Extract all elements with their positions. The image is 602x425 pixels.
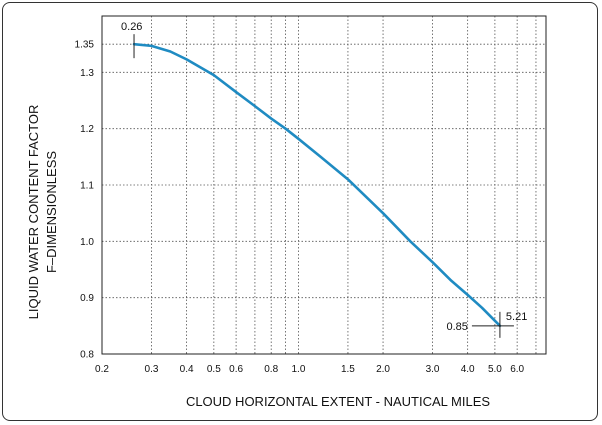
x-tick-label: 3.0	[426, 364, 440, 375]
y-tick-label: 1.35	[75, 40, 95, 51]
x-tick-label: 5.0	[488, 364, 502, 375]
x-tick-label: 0.8	[264, 364, 278, 375]
data-point	[235, 91, 237, 93]
data-point	[270, 117, 272, 120]
y-tick-label: 0.9	[80, 293, 94, 304]
x-tick-label: 4.0	[461, 364, 475, 375]
chart-frame	[2, 2, 598, 421]
y-axis-title-line2: F–DIMENSIONLESS	[44, 151, 59, 273]
data-point	[347, 178, 349, 180]
data-point	[481, 307, 483, 309]
x-tick-label: 6.0	[510, 364, 524, 375]
y-tick-label: 0.8	[80, 350, 94, 361]
axes	[101, 15, 547, 355]
annotation-start-value: 0.26	[121, 21, 142, 33]
x-tick-label: 0.5	[207, 364, 221, 375]
y-tick-label: 1.3	[80, 68, 94, 79]
data-point	[431, 261, 434, 263]
x-tick-label: 2.0	[376, 364, 390, 375]
data-point	[284, 128, 287, 130]
data-point	[213, 74, 215, 76]
data-point	[467, 294, 469, 296]
y-tick-label: 1.0	[80, 237, 94, 248]
annotation-end-y-value: 0.85	[446, 321, 467, 333]
y-tick-label: 1.1	[80, 181, 94, 192]
x-tick-labels: 0.2 0.3 0.4 0.5 0.6 0.8 1.0 1.5 2.0 3.0 4.0 5.0 6.0	[95, 364, 524, 375]
x-tick-label: 0.2	[95, 364, 109, 375]
y-axis-title-line1: LIQUID WATER CONTENT FACTOR	[26, 105, 41, 320]
x-tick-label: 1.5	[341, 364, 355, 375]
data-point	[409, 240, 411, 242]
data-point	[320, 156, 322, 158]
x-axis-title: CLOUD HORIZONTAL EXTENT - NAUTICAL MILES	[186, 394, 490, 409]
data-point	[254, 105, 256, 107]
y-tick-label: 1.2	[80, 124, 94, 135]
x-tick-label: 0.6	[229, 364, 243, 375]
data-point	[450, 280, 452, 282]
x-tick-label: 0.4	[180, 364, 194, 375]
data-point	[169, 50, 171, 53]
plot-area-border	[101, 15, 547, 355]
data-point	[150, 45, 153, 47]
y-tick-labels: 0.8 0.9 1.0 1.1 1.2 1.3 1.35	[75, 40, 95, 361]
data-point	[382, 212, 384, 214]
data-point	[297, 138, 300, 140]
annotation-end-x-value: 5.21	[506, 311, 527, 323]
grid	[101, 16, 546, 355]
annotations: 0.26 0.85 5.21	[121, 21, 527, 338]
x-tick-label: 0.3	[145, 364, 159, 375]
x-tick-label: 1.0	[291, 364, 305, 375]
data-point	[186, 58, 188, 60]
